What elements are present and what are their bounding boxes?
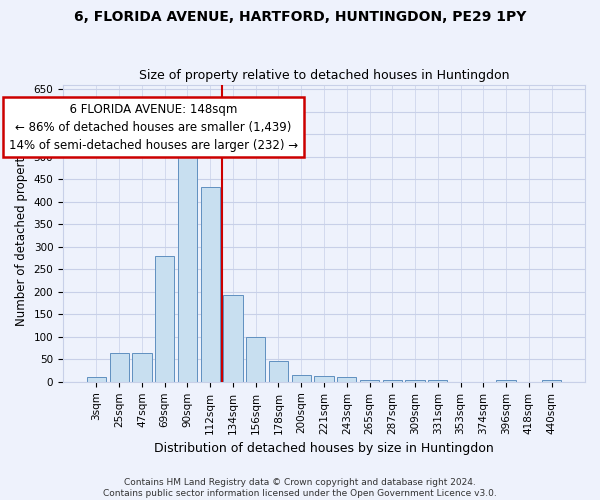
Y-axis label: Number of detached properties: Number of detached properties xyxy=(15,140,28,326)
Bar xyxy=(155,256,175,382)
Bar xyxy=(110,352,129,382)
Bar xyxy=(337,378,356,382)
Bar xyxy=(496,380,516,382)
Bar xyxy=(132,352,152,382)
Bar xyxy=(223,295,242,382)
Bar xyxy=(178,152,197,382)
Bar xyxy=(269,361,288,382)
Bar xyxy=(87,378,106,382)
Text: 6 FLORIDA AVENUE: 148sqm  
← 86% of detached houses are smaller (1,439)
14% of s: 6 FLORIDA AVENUE: 148sqm ← 86% of detach… xyxy=(9,102,298,152)
Bar xyxy=(383,380,402,382)
Bar xyxy=(200,187,220,382)
Text: 6, FLORIDA AVENUE, HARTFORD, HUNTINGDON, PE29 1PY: 6, FLORIDA AVENUE, HARTFORD, HUNTINGDON,… xyxy=(74,10,526,24)
Title: Size of property relative to detached houses in Huntingdon: Size of property relative to detached ho… xyxy=(139,69,509,82)
Bar xyxy=(292,375,311,382)
X-axis label: Distribution of detached houses by size in Huntingdon: Distribution of detached houses by size … xyxy=(154,442,494,455)
Bar xyxy=(246,337,265,382)
Bar xyxy=(542,380,561,382)
Bar xyxy=(428,380,448,382)
Text: Contains HM Land Registry data © Crown copyright and database right 2024.
Contai: Contains HM Land Registry data © Crown c… xyxy=(103,478,497,498)
Bar xyxy=(314,376,334,382)
Bar xyxy=(360,380,379,382)
Bar xyxy=(406,380,425,382)
